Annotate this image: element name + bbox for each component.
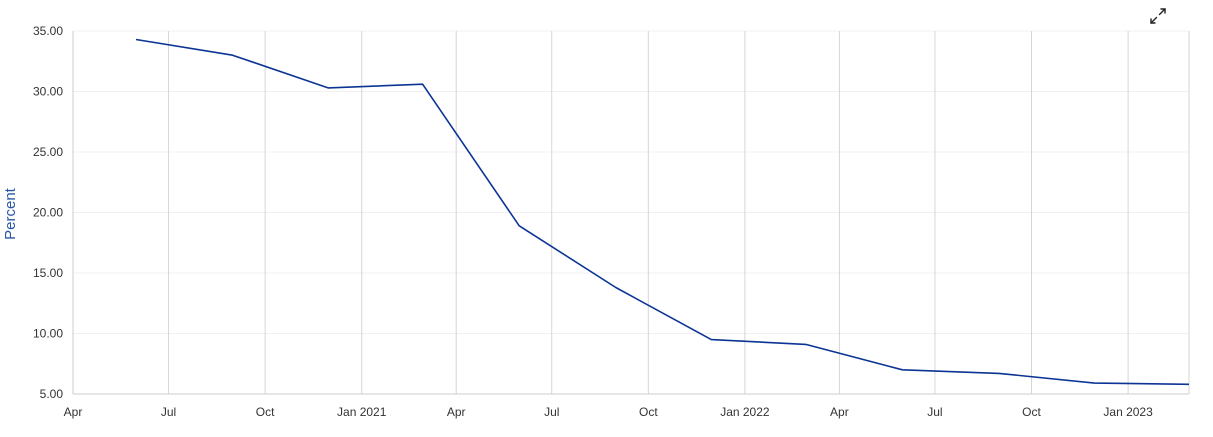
x-tick-label: Oct <box>639 405 658 419</box>
data-point[interactable] <box>802 340 810 348</box>
series-layer <box>132 35 1193 388</box>
axes <box>72 31 1190 395</box>
data-point[interactable] <box>707 336 715 344</box>
x-tick-label: Apr <box>447 405 466 419</box>
vertical-gridlines <box>168 31 1129 394</box>
horizontal-gridlines <box>73 30 1189 395</box>
y-tick-label: 15.00 <box>33 266 63 280</box>
data-point[interactable] <box>898 366 906 374</box>
x-axis-ticks: Apr Jul Oct Jan 2021 Apr Jul Oct Jan 2022 Apr Jul… <box>64 405 1153 419</box>
data-point[interactable] <box>132 35 140 43</box>
data-point[interactable] <box>612 284 620 292</box>
data-point[interactable] <box>324 84 332 92</box>
data-point[interactable] <box>995 369 1003 377</box>
y-tick-label: 20.00 <box>33 206 63 220</box>
y-tick-label: 30.00 <box>33 85 63 99</box>
data-point[interactable] <box>1185 380 1193 388</box>
y-axis-title: Percent <box>2 187 19 240</box>
data-point[interactable] <box>515 222 523 230</box>
y-tick-label: 25.00 <box>33 145 63 159</box>
expand-arrows-icon <box>1150 8 1166 24</box>
x-tick-label: Apr <box>830 405 849 419</box>
data-point[interactable] <box>229 51 237 59</box>
y-tick-label: 35.00 <box>33 24 63 38</box>
y-tick-label: 10.00 <box>33 327 63 341</box>
data-point[interactable] <box>1091 379 1099 387</box>
x-tick-label: Apr <box>64 405 83 419</box>
data-point[interactable] <box>419 80 427 88</box>
expand-chart-button[interactable] <box>1146 4 1170 28</box>
x-tick-label: Oct <box>256 405 275 419</box>
x-tick-label: Jul <box>544 405 559 419</box>
y-axis-ticks: 5.00 10.00 15.00 20.00 25.00 30.00 35.00 <box>33 24 63 401</box>
x-tick-label: Jul <box>161 405 176 419</box>
x-tick-label: Jul <box>927 405 942 419</box>
x-tick-label: Jan 2023 <box>1103 405 1153 419</box>
y-tick-label: 5.00 <box>40 387 64 401</box>
series-line <box>135 38 1190 386</box>
x-tick-label: Jan 2021 <box>337 405 387 419</box>
x-tick-label: Oct <box>1022 405 1041 419</box>
x-tick-label: Jan 2022 <box>720 405 770 419</box>
